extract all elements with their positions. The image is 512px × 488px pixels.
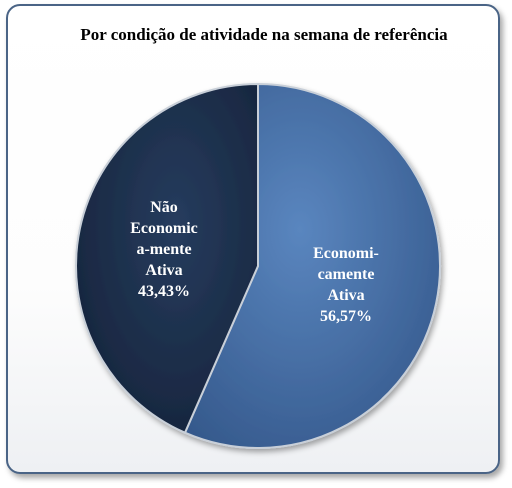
pie-slice-label-line: Economic	[130, 220, 198, 237]
pie-slice-label-line: camente	[318, 266, 375, 283]
pie-slice-label-line: Economi-	[313, 245, 379, 262]
pie-slice-label-line: Ativa	[327, 287, 364, 304]
pie-slice-1	[75, 82, 259, 435]
pie-slice-label-line: 56,57%	[320, 308, 372, 325]
pie-slice-label-line: a-mente	[136, 241, 191, 258]
chart-title: Por condição de atividade na semana de r…	[80, 25, 448, 44]
pie-slice-label-line: Não	[150, 199, 178, 216]
pie-slice-label-1: Não Economic a-mente Ativa 43,43%	[130, 199, 198, 300]
pie-slice-0	[183, 82, 441, 449]
pie-slice-label-0: Economi-camente Ativa 56,57%	[313, 245, 379, 325]
pie-slice-label-line: Ativa	[145, 262, 182, 279]
pie-slice-label-line: 43,43%	[138, 283, 190, 300]
